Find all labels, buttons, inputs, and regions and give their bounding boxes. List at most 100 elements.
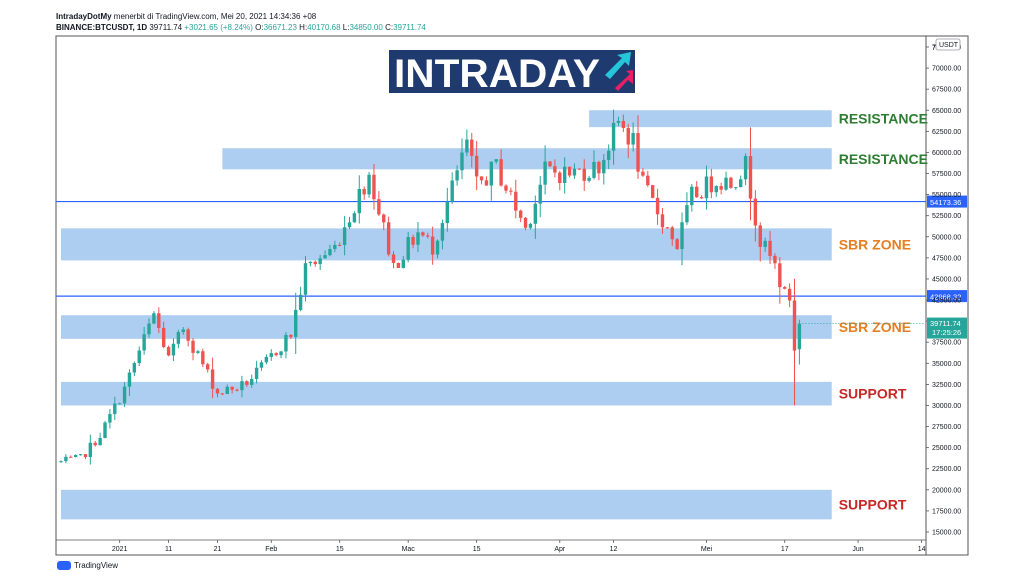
candle-body <box>470 139 474 156</box>
candle-body <box>274 353 278 356</box>
candle-body <box>724 177 728 190</box>
candle-body <box>465 139 469 153</box>
candle-body <box>709 176 714 193</box>
candle-body <box>176 332 181 344</box>
x-tick-label: 11 <box>165 546 172 553</box>
candle-body <box>225 386 229 395</box>
x-tick-label: 12 <box>610 546 618 553</box>
candle-body <box>778 263 782 288</box>
candle-body <box>269 353 273 357</box>
candle-body <box>660 214 665 228</box>
candle-body <box>597 161 601 174</box>
horizontal-line-price-tag <box>927 290 967 303</box>
horizontal-line-price-label: 54173.36 <box>930 198 961 207</box>
candle-body <box>73 455 78 458</box>
candle-body <box>631 133 635 145</box>
candle-body <box>455 170 459 181</box>
candle-body <box>64 456 68 462</box>
currency-selector[interactable] <box>935 38 961 51</box>
x-tick-label: Feb <box>265 546 277 553</box>
zone-label-support: SUPPORT <box>839 386 907 402</box>
candle-body <box>753 198 758 226</box>
candle-body <box>103 422 107 438</box>
candle-body <box>450 180 454 202</box>
candle-body <box>792 300 797 351</box>
x-tick-label: 15 <box>336 546 344 553</box>
x-tick-label: 14 <box>918 546 926 553</box>
candle-body <box>298 294 303 310</box>
zone-support-4[interactable] <box>61 381 832 406</box>
candle-body <box>157 313 161 328</box>
candle-body <box>514 191 518 211</box>
candle-body <box>646 175 650 186</box>
candle-body <box>494 159 498 162</box>
candle-body <box>748 156 753 199</box>
y-tick-label: 45000.00 <box>932 276 961 283</box>
candle-body <box>78 454 83 456</box>
candle-body <box>538 184 542 204</box>
price-change: +3021.65 (+8.24%) <box>184 23 253 32</box>
candle-body <box>181 329 185 333</box>
candle-body <box>421 232 425 236</box>
y-tick-label: 50000.00 <box>932 234 961 241</box>
last-price-label: 39711.74 <box>930 319 961 328</box>
open-value: 36671.23 <box>263 23 297 32</box>
candle-body <box>98 437 102 446</box>
candle-body <box>739 179 743 188</box>
candle-body <box>210 369 215 389</box>
candle-body <box>303 263 308 295</box>
candle-body <box>499 159 503 186</box>
zone-sbr-2[interactable] <box>61 228 832 261</box>
candle-body <box>787 288 792 301</box>
zone-support-5[interactable] <box>61 489 832 520</box>
candle-body <box>69 456 73 458</box>
candle-body <box>636 133 640 172</box>
horizontal-line-price-label: 42968.32 <box>930 293 961 302</box>
y-tick-label: 25000.00 <box>932 445 961 452</box>
candle-body <box>245 381 249 385</box>
candle-body <box>367 174 371 195</box>
candle-body <box>773 255 777 264</box>
candle-body <box>699 197 704 199</box>
candle-body <box>250 378 254 385</box>
candle-body <box>743 156 748 180</box>
zone-resistance-0[interactable] <box>589 110 832 128</box>
zone-label-resistance: RESISTANCE <box>839 111 928 127</box>
candle-body <box>215 388 220 394</box>
candle-body <box>127 372 132 387</box>
candle-body <box>768 240 772 256</box>
y-tick-label: 20000.00 <box>932 487 961 494</box>
last-price: 39711.74 <box>149 23 183 32</box>
y-tick-label: 22500.00 <box>932 466 961 473</box>
high-value: 40170.68 <box>307 23 341 32</box>
y-tick-label: 35000.00 <box>932 361 961 368</box>
candle-body <box>445 201 450 224</box>
chart-header-line2: BINANCE:BTCUSDT, 1D 39711.74 +3021.65 (+… <box>56 23 426 32</box>
candle-body <box>117 403 122 405</box>
candle-body <box>166 347 171 356</box>
candle-body <box>489 161 494 186</box>
candle-body <box>714 186 718 193</box>
candle-body <box>621 120 626 128</box>
zone-sbr-3[interactable] <box>61 315 832 339</box>
zone-label-sbr: SBR ZONE <box>839 236 911 252</box>
candle-body <box>401 259 405 268</box>
candle-body <box>382 214 386 223</box>
candle-body <box>152 313 156 324</box>
candle-body <box>553 166 557 173</box>
arrow-up-icon <box>605 52 631 79</box>
candle-body <box>704 176 709 199</box>
x-tick-label: Mac <box>402 546 416 553</box>
candle-body <box>122 386 127 404</box>
footer-brand: TradingView <box>57 561 118 570</box>
candle-body <box>426 235 430 237</box>
candle-body <box>416 232 420 245</box>
y-tick-label: 65000.00 <box>932 108 961 115</box>
candle-body <box>191 340 195 353</box>
zone-resistance-1[interactable] <box>222 148 832 170</box>
x-tick-label: 17 <box>781 546 789 553</box>
candle-body <box>665 227 670 229</box>
candle-body <box>479 176 484 181</box>
zone-label-resistance: RESISTANCE <box>839 151 928 167</box>
